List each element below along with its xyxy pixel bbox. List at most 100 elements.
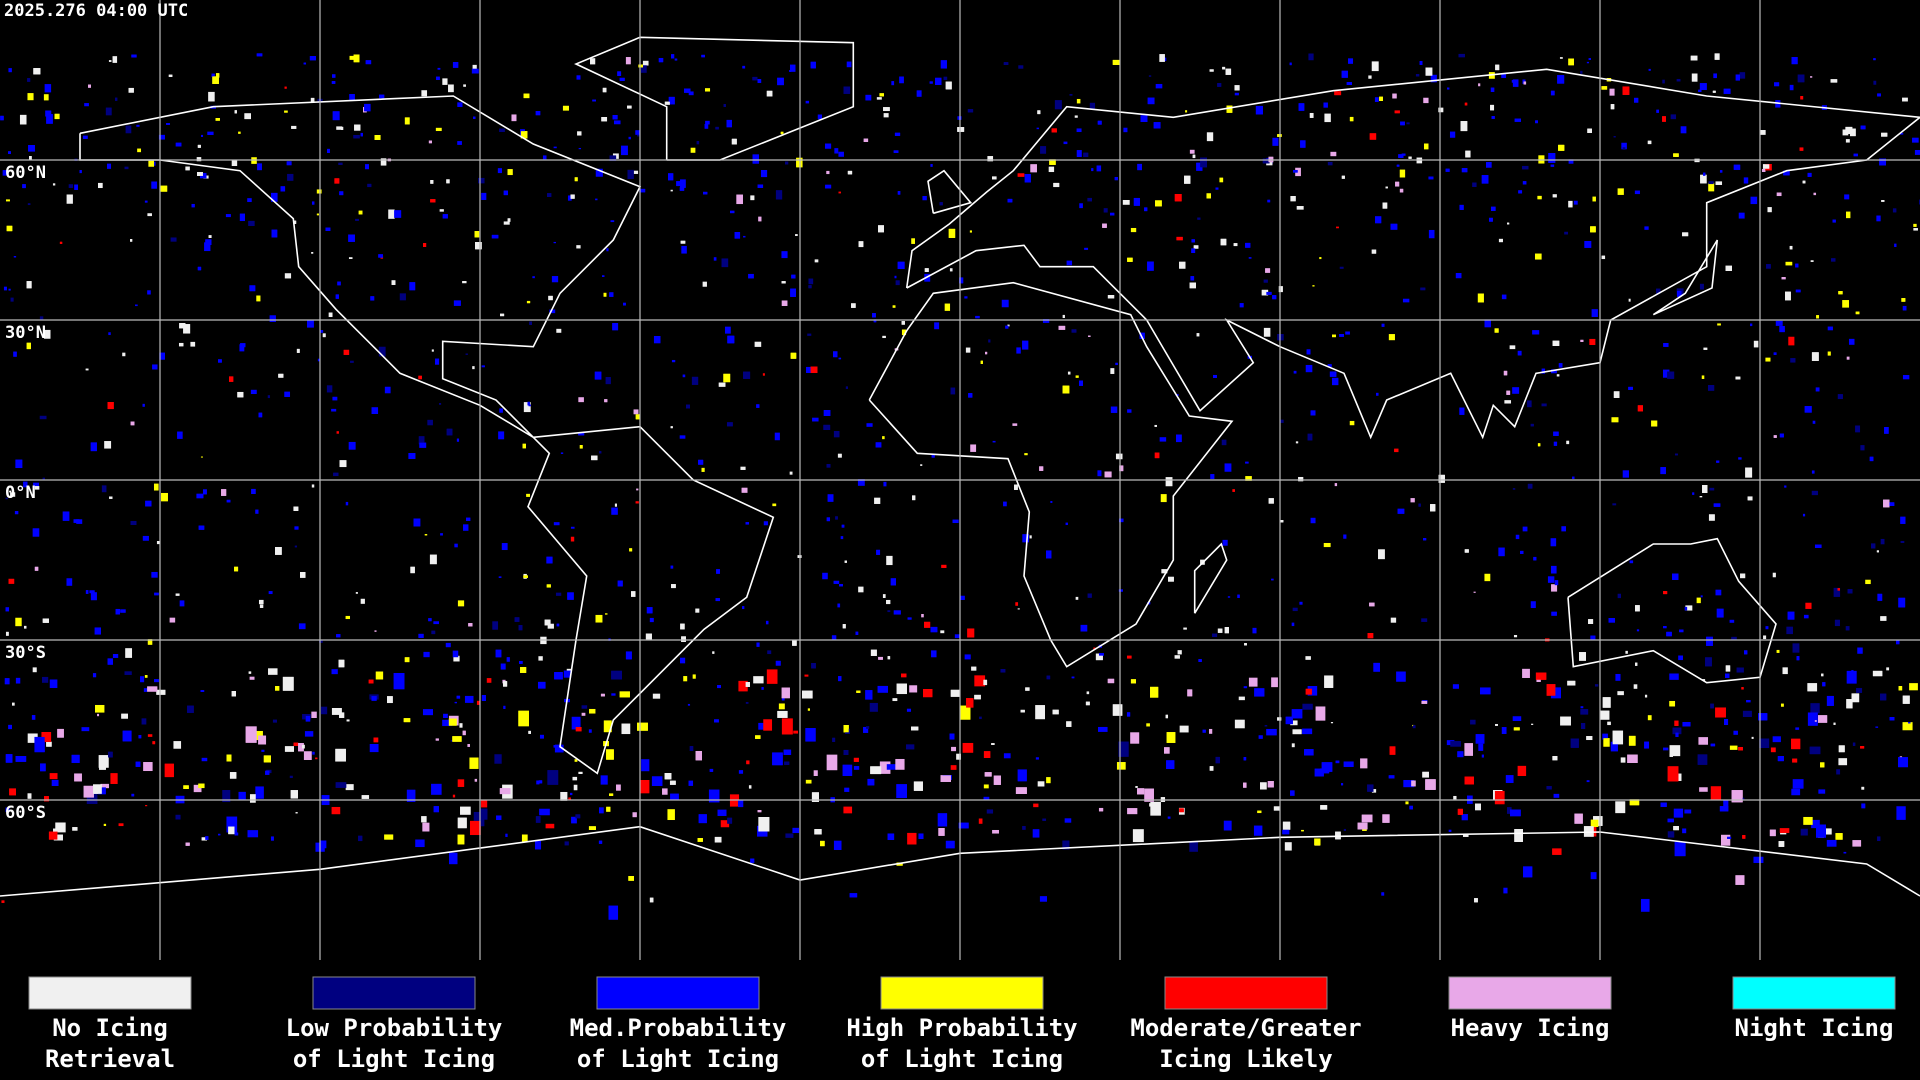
lat-label: 30°N	[5, 323, 46, 343]
icing-pixel	[1063, 141, 1068, 145]
icing-pixel	[1662, 369, 1670, 378]
icing-pixel	[1382, 202, 1388, 209]
icing-pixel	[198, 783, 205, 789]
icing-pixel	[1523, 866, 1533, 878]
legend-label: Med.Probability	[570, 1014, 787, 1042]
icing-pixel	[1566, 440, 1570, 445]
icing-pixel	[208, 91, 215, 102]
icing-pixel	[943, 76, 948, 80]
icing-pixel	[1536, 678, 1541, 682]
icing-pixel	[226, 816, 238, 833]
icing-pixel	[611, 693, 616, 696]
icing-pixel	[1607, 721, 1611, 726]
icing-pixel	[499, 788, 511, 795]
icing-pixel	[1029, 535, 1032, 539]
icing-pixel	[636, 488, 639, 491]
icing-pixel	[1459, 204, 1464, 210]
icing-pixel	[1301, 829, 1304, 832]
icing-pixel	[255, 509, 259, 514]
icing-pixel	[1267, 199, 1271, 203]
icing-pixel	[1742, 835, 1746, 839]
icing-pixel	[727, 335, 735, 344]
icing-pixel	[130, 239, 133, 242]
icing-pixel	[594, 371, 602, 380]
icing-pixel	[237, 391, 244, 398]
icing-pixel	[452, 62, 459, 68]
icing-pixel	[875, 442, 882, 448]
icing-pixel	[1743, 177, 1749, 184]
icing-pixel	[811, 792, 819, 802]
icing-pixel	[883, 481, 887, 487]
icing-pixel	[498, 431, 505, 440]
icing-pixel	[1708, 182, 1715, 192]
icing-pixel	[1095, 653, 1103, 661]
icing-pixel	[1784, 485, 1787, 488]
icing-pixel	[924, 621, 931, 628]
icing-pixel	[502, 681, 508, 687]
icing-pixel	[723, 373, 731, 383]
icing-pixel	[1130, 732, 1140, 744]
icing-pixel	[1512, 387, 1520, 394]
icing-pixel	[578, 147, 582, 150]
icing-pixel	[844, 787, 850, 792]
icing-pixel	[291, 125, 297, 129]
icing-pixel	[681, 245, 687, 254]
icing-pixel	[1190, 276, 1195, 281]
icing-pixel	[1248, 257, 1252, 259]
icing-pixel	[1710, 786, 1722, 800]
icing-pixel	[1314, 768, 1324, 777]
icing-pixel	[1334, 483, 1338, 487]
icing-pixel	[789, 70, 792, 72]
icing-pixel	[698, 814, 707, 824]
icing-pixel	[1018, 65, 1024, 69]
icing-pixel	[1750, 196, 1758, 205]
icing-pixel	[878, 225, 884, 233]
icing-pixel	[810, 61, 816, 69]
icing-pixel	[1706, 636, 1713, 646]
icing-pixel	[1369, 602, 1375, 607]
icing-pixel	[1227, 596, 1231, 598]
icing-field	[0, 53, 1920, 920]
icing-pixel	[742, 606, 745, 610]
icing-pixel	[496, 815, 502, 821]
icing-pixel	[469, 757, 479, 769]
icing-pixel	[271, 192, 278, 202]
icing-pixel	[807, 333, 812, 336]
icing-pixel	[1339, 334, 1344, 337]
icing-pixel	[1494, 790, 1505, 805]
icing-pixel	[1012, 423, 1018, 426]
icing-pixel	[595, 614, 603, 623]
icing-pixel	[369, 744, 379, 753]
icing-pixel	[1656, 288, 1661, 294]
icing-pixel	[331, 708, 342, 715]
icing-pixel	[15, 677, 21, 684]
icing-pixel	[144, 200, 148, 203]
icing-pixel	[130, 421, 135, 426]
icing-pixel	[833, 840, 842, 850]
icing-pixel	[161, 492, 168, 502]
icing-pixel	[712, 651, 715, 654]
icing-pixel	[107, 163, 112, 169]
icing-pixel	[169, 617, 176, 623]
icing-pixel	[101, 485, 107, 493]
icing-pixel	[668, 96, 675, 105]
icing-pixel	[546, 556, 553, 564]
icing-pixel	[1802, 180, 1806, 184]
icing-pixel	[1682, 232, 1689, 237]
icing-pixel	[410, 566, 415, 574]
icing-pixel	[929, 81, 933, 84]
icing-pixel	[1888, 502, 1895, 506]
icing-pixel	[1746, 699, 1751, 703]
icing-pixel	[173, 741, 182, 749]
icing-pixel	[475, 242, 482, 250]
icing-pixel	[5, 807, 10, 813]
icing-pixel	[539, 808, 550, 816]
icing-pixel	[1292, 729, 1302, 735]
icing-pixel	[762, 373, 765, 376]
icing-pixel	[1336, 226, 1339, 229]
icing-pixel	[1799, 147, 1804, 151]
icing-pixel	[691, 376, 699, 385]
icing-pixel	[1514, 118, 1521, 122]
icing-pixel	[1837, 588, 1840, 591]
icing-pixel	[1590, 226, 1596, 233]
